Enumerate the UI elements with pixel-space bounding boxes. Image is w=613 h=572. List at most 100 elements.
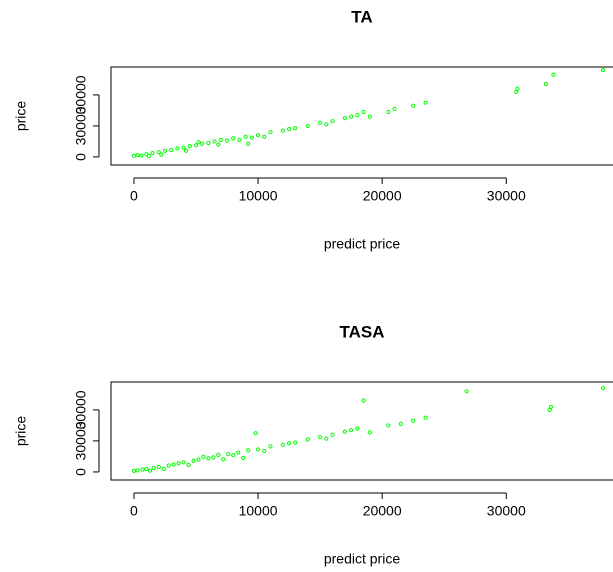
- point: [349, 114, 354, 119]
- point: [156, 464, 161, 470]
- point: [183, 148, 189, 153]
- point: [186, 462, 191, 468]
- point: [191, 458, 196, 463]
- point: [231, 453, 236, 458]
- point: [600, 386, 606, 391]
- point: [268, 444, 273, 449]
- point: [206, 140, 211, 146]
- x-tick-label: 0: [130, 503, 138, 519]
- point: [280, 128, 285, 133]
- point: [156, 150, 161, 155]
- point: [246, 141, 251, 146]
- y-tick-label: 30000: [73, 75, 89, 114]
- point: [293, 440, 298, 445]
- point: [236, 450, 241, 455]
- y-axis-label: price: [13, 101, 29, 132]
- x-tick-label: 30000: [487, 503, 526, 519]
- x-axis-label: predict price: [324, 551, 400, 567]
- x-tick-label: 10000: [239, 188, 278, 204]
- point: [159, 152, 164, 157]
- point: [293, 126, 298, 131]
- point: [144, 466, 149, 472]
- point: [135, 152, 140, 158]
- x-tick-label: 0: [130, 188, 138, 204]
- point: [262, 134, 267, 139]
- point: [162, 148, 168, 153]
- point: [196, 140, 201, 145]
- y-tick-label: 30000: [73, 390, 89, 429]
- point: [131, 153, 137, 158]
- point: [187, 143, 192, 149]
- point: [224, 138, 230, 143]
- point: [237, 137, 242, 142]
- point: [515, 86, 520, 91]
- point: [286, 441, 292, 446]
- point: [139, 153, 144, 158]
- chart-title: TASA: [339, 322, 384, 341]
- point: [181, 145, 186, 150]
- point: [411, 418, 416, 423]
- point: [330, 119, 335, 124]
- point: [268, 130, 273, 135]
- point: [140, 467, 145, 472]
- point: [253, 431, 258, 436]
- plot-frame: [110, 66, 613, 166]
- point: [147, 468, 153, 473]
- point: [423, 100, 428, 105]
- point: [200, 141, 205, 146]
- point: [150, 150, 155, 156]
- point: [226, 452, 231, 457]
- point: [361, 398, 366, 403]
- point: [262, 448, 267, 454]
- x-axis-label: predict price: [324, 236, 400, 252]
- point: [218, 137, 223, 142]
- point: [206, 456, 211, 461]
- point: [367, 430, 372, 435]
- x-tick-label: 20000: [363, 188, 402, 204]
- x-tick-label: 30000: [487, 188, 526, 204]
- point: [423, 415, 428, 420]
- point: [241, 455, 246, 461]
- point: [151, 465, 156, 471]
- x-tick-label: 20000: [363, 503, 402, 519]
- point: [411, 103, 416, 108]
- point: [135, 468, 140, 473]
- point: [392, 106, 397, 111]
- point: [286, 126, 292, 132]
- plot-frame: [110, 381, 613, 481]
- point: [318, 120, 323, 125]
- point: [324, 122, 329, 127]
- point: [600, 68, 606, 73]
- point: [361, 109, 366, 115]
- point: [355, 426, 360, 431]
- point: [255, 447, 261, 452]
- point: [464, 389, 469, 394]
- point: [246, 448, 251, 453]
- point: [305, 437, 310, 442]
- point: [175, 146, 180, 151]
- point: [243, 134, 248, 139]
- point: [305, 123, 310, 129]
- point: [548, 404, 554, 409]
- point: [367, 114, 372, 119]
- y-tick-label: 0: [73, 153, 89, 161]
- point: [201, 454, 206, 459]
- x-tick-label: 10000: [239, 503, 278, 519]
- point: [216, 142, 221, 147]
- point: [280, 442, 285, 447]
- point: [349, 427, 354, 433]
- point: [551, 72, 556, 77]
- y-tick-label: 30000: [73, 106, 89, 145]
- point: [386, 423, 391, 428]
- point: [131, 468, 137, 473]
- point: [216, 452, 221, 457]
- y-tick-label: 0: [73, 468, 89, 476]
- point: [221, 457, 226, 462]
- point: [543, 81, 549, 87]
- y-tick-label: 30000: [73, 421, 89, 460]
- point: [171, 462, 176, 467]
- point: [161, 466, 166, 471]
- point: [342, 429, 348, 434]
- point: [169, 147, 174, 153]
